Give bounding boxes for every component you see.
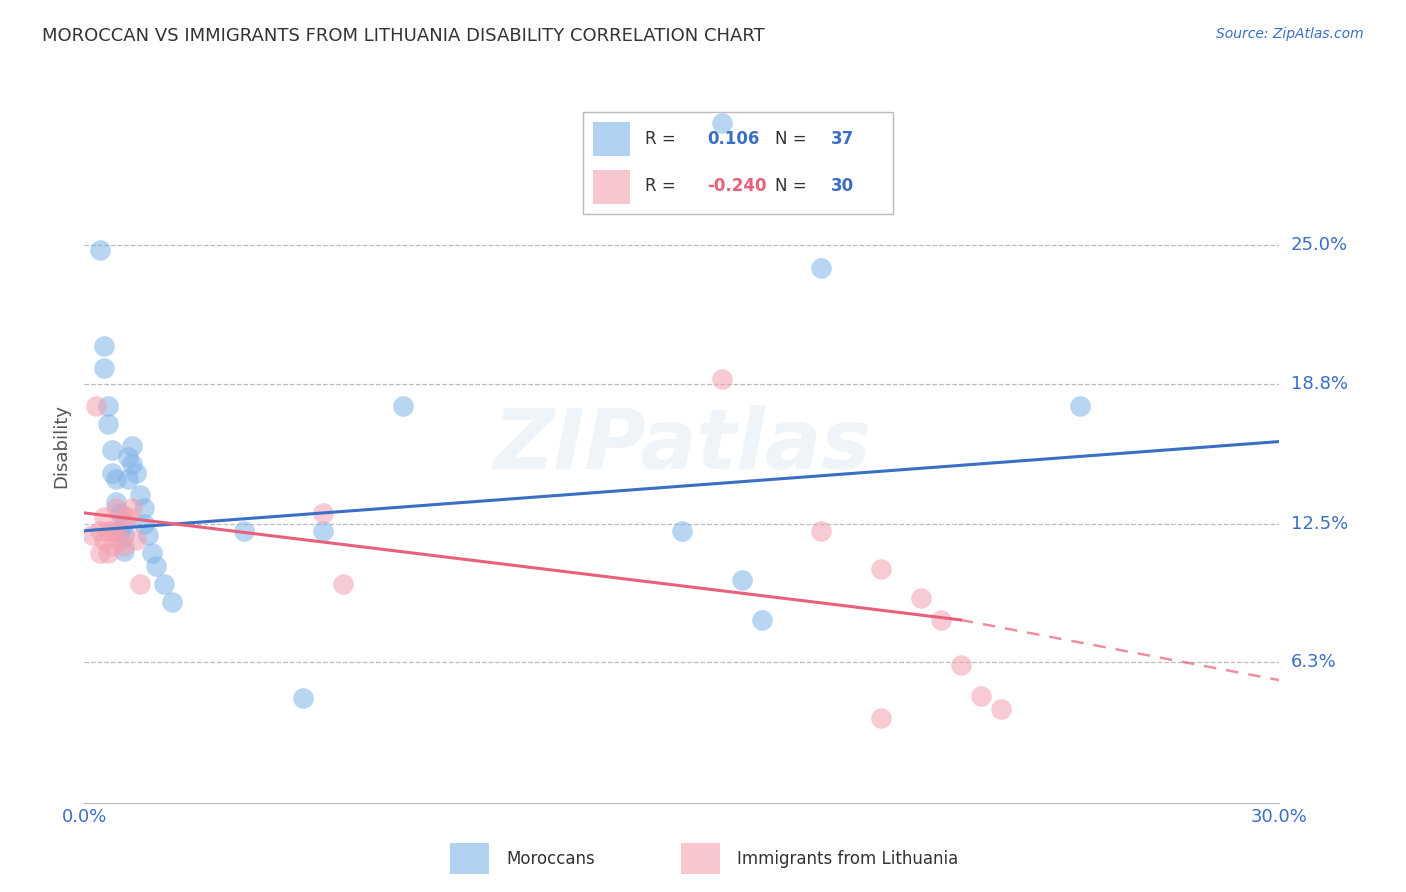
Point — [710, 115, 733, 129]
Point — [292, 690, 315, 705]
Text: 18.8%: 18.8% — [1291, 375, 1347, 392]
Point — [731, 573, 754, 587]
Text: 0.106: 0.106 — [707, 130, 759, 148]
Point — [110, 506, 132, 520]
Point — [136, 528, 159, 542]
Point — [312, 506, 335, 520]
Text: Moroccans: Moroccans — [506, 849, 595, 868]
Point — [910, 591, 932, 605]
Point — [86, 399, 108, 413]
Point — [1069, 399, 1091, 413]
Point — [93, 510, 115, 524]
Point — [312, 524, 335, 538]
Point — [870, 562, 893, 576]
Point — [82, 528, 104, 542]
Point — [121, 457, 143, 471]
Text: 25.0%: 25.0% — [1291, 236, 1348, 254]
Point — [112, 539, 135, 553]
Point — [870, 711, 893, 725]
Text: N =: N = — [775, 178, 807, 195]
Bar — [450, 843, 489, 874]
Point — [101, 524, 124, 538]
Point — [101, 466, 124, 480]
Text: N =: N = — [775, 130, 807, 148]
Point — [392, 399, 415, 413]
Bar — [593, 170, 630, 204]
Point — [89, 546, 111, 560]
Text: 6.3%: 6.3% — [1291, 653, 1336, 672]
Point — [153, 577, 176, 591]
Point — [332, 577, 354, 591]
Point — [232, 524, 254, 538]
Point — [112, 510, 135, 524]
Text: Immigrants from Lithuania: Immigrants from Lithuania — [737, 849, 957, 868]
Point — [125, 533, 148, 547]
Point — [97, 524, 120, 538]
Point — [97, 399, 120, 413]
Y-axis label: Disability: Disability — [52, 404, 70, 488]
Point — [117, 473, 139, 487]
Point — [89, 243, 111, 257]
Point — [101, 539, 124, 553]
Point — [93, 338, 115, 352]
Point — [671, 524, 693, 538]
Point — [97, 546, 120, 560]
Point — [160, 595, 183, 609]
Point — [97, 417, 120, 431]
Point — [145, 559, 167, 574]
Point — [990, 702, 1012, 716]
Text: R =: R = — [645, 130, 676, 148]
Point — [121, 439, 143, 453]
Point — [110, 524, 132, 538]
Text: -0.240: -0.240 — [707, 178, 766, 195]
Text: 12.5%: 12.5% — [1291, 515, 1348, 533]
Point — [93, 533, 115, 547]
Point — [751, 613, 773, 627]
Bar — [593, 122, 630, 155]
Point — [105, 494, 128, 508]
Point — [105, 473, 128, 487]
Point — [117, 510, 139, 524]
Point — [112, 517, 135, 532]
Point — [105, 501, 128, 516]
Text: R =: R = — [645, 178, 676, 195]
Point — [949, 657, 972, 672]
Point — [112, 528, 135, 542]
Point — [93, 360, 115, 375]
Point — [810, 260, 832, 275]
Text: MOROCCAN VS IMMIGRANTS FROM LITHUANIA DISABILITY CORRELATION CHART: MOROCCAN VS IMMIGRANTS FROM LITHUANIA DI… — [42, 27, 765, 45]
Point — [105, 524, 128, 538]
Point — [141, 546, 163, 560]
Bar — [681, 843, 720, 874]
Point — [129, 488, 152, 502]
Point — [110, 533, 132, 547]
Point — [89, 524, 111, 538]
Point — [810, 524, 832, 538]
Point — [929, 613, 952, 627]
Text: 30: 30 — [831, 178, 853, 195]
Point — [132, 501, 156, 516]
Point — [112, 543, 135, 558]
Point — [121, 501, 143, 516]
Point — [710, 372, 733, 386]
Point — [101, 443, 124, 458]
Text: ZIPatlas: ZIPatlas — [494, 406, 870, 486]
Point — [129, 577, 152, 591]
Text: 37: 37 — [831, 130, 855, 148]
Point — [125, 466, 148, 480]
Point — [117, 450, 139, 465]
Text: Source: ZipAtlas.com: Source: ZipAtlas.com — [1216, 27, 1364, 41]
Point — [970, 689, 993, 703]
Point — [132, 517, 156, 532]
